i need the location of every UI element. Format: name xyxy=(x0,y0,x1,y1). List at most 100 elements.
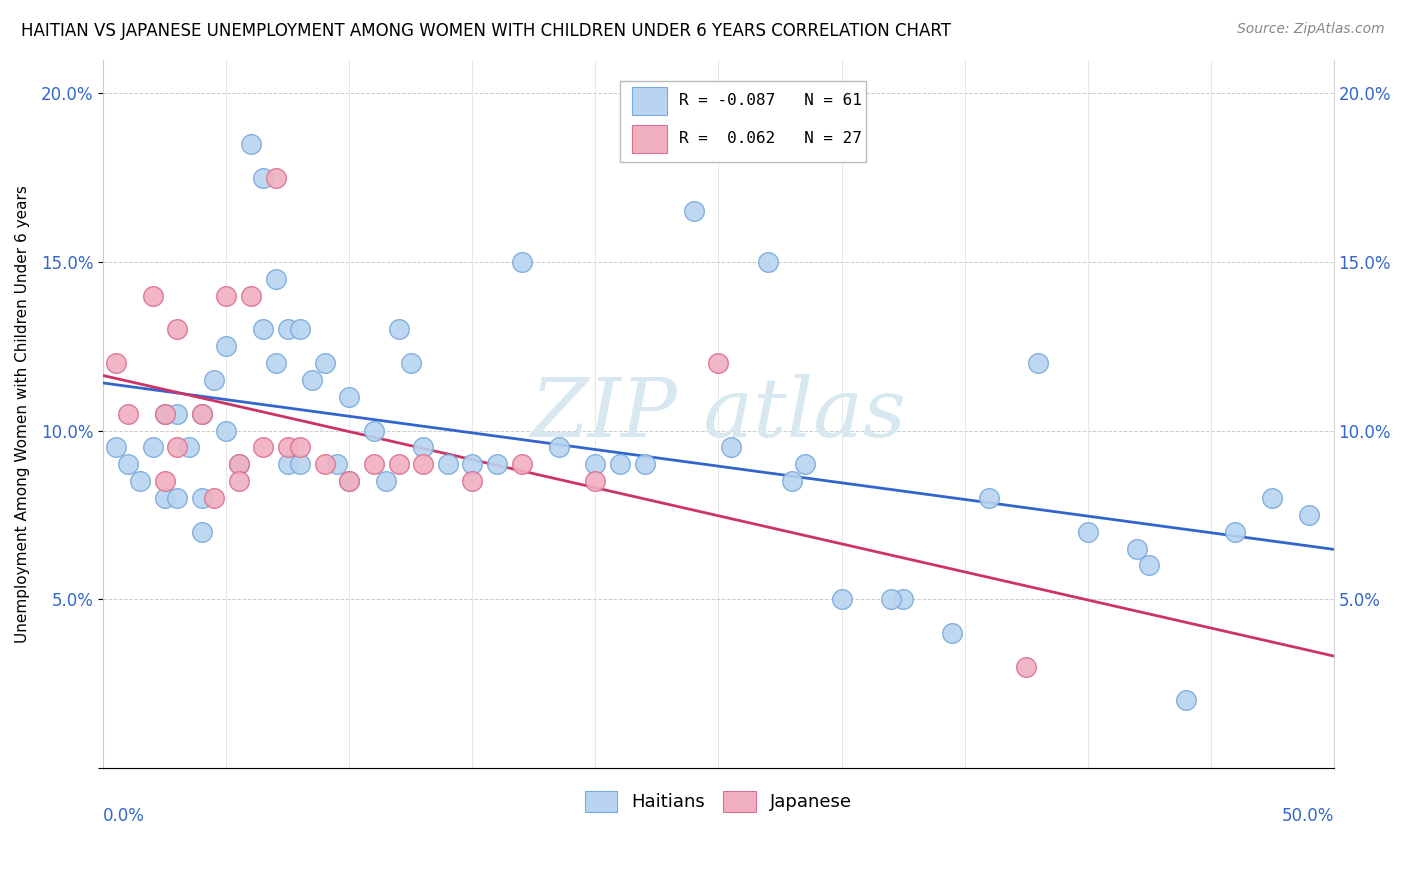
Point xyxy=(252,170,274,185)
Point xyxy=(510,457,533,471)
Point xyxy=(831,592,853,607)
Point xyxy=(363,457,385,471)
Point xyxy=(104,356,127,370)
Point xyxy=(215,288,238,302)
Point xyxy=(339,390,361,404)
Point xyxy=(375,474,398,488)
Point xyxy=(720,441,742,455)
Point xyxy=(166,407,188,421)
Point xyxy=(461,474,484,488)
Point xyxy=(264,272,287,286)
Point xyxy=(277,457,299,471)
Point xyxy=(190,407,212,421)
Point xyxy=(141,288,163,302)
Point xyxy=(166,441,188,455)
Point xyxy=(264,356,287,370)
Point xyxy=(1015,659,1038,673)
Point xyxy=(179,441,201,455)
Point xyxy=(461,457,484,471)
Point xyxy=(399,356,422,370)
Point xyxy=(339,474,361,488)
Point xyxy=(228,457,250,471)
Point xyxy=(290,322,312,336)
Point xyxy=(707,356,730,370)
Point xyxy=(979,491,1001,505)
Point xyxy=(202,491,225,505)
Point xyxy=(437,457,460,471)
Point xyxy=(215,424,238,438)
Point xyxy=(129,474,152,488)
Point xyxy=(215,339,238,353)
Point xyxy=(1175,693,1198,707)
Point xyxy=(277,441,299,455)
Point xyxy=(634,457,657,471)
Point xyxy=(314,457,336,471)
Point xyxy=(190,407,212,421)
Point xyxy=(314,356,336,370)
Point xyxy=(683,204,706,219)
Point xyxy=(153,407,176,421)
Point xyxy=(153,491,176,505)
Point xyxy=(1028,356,1050,370)
Point xyxy=(202,373,225,387)
Point xyxy=(609,457,631,471)
Point xyxy=(153,407,176,421)
FancyBboxPatch shape xyxy=(620,81,866,162)
Point xyxy=(793,457,815,471)
Point xyxy=(228,457,250,471)
Point xyxy=(388,457,411,471)
Text: HAITIAN VS JAPANESE UNEMPLOYMENT AMONG WOMEN WITH CHILDREN UNDER 6 YEARS CORRELA: HAITIAN VS JAPANESE UNEMPLOYMENT AMONG W… xyxy=(21,22,950,40)
Point xyxy=(585,457,607,471)
FancyBboxPatch shape xyxy=(633,125,666,153)
Point xyxy=(941,625,963,640)
Point xyxy=(547,441,569,455)
Point xyxy=(756,255,779,269)
Point xyxy=(412,457,434,471)
Point xyxy=(104,441,127,455)
Point xyxy=(388,322,411,336)
Point xyxy=(1137,558,1160,573)
Point xyxy=(166,322,188,336)
Point xyxy=(412,441,434,455)
Y-axis label: Unemployment Among Women with Children Under 6 years: Unemployment Among Women with Children U… xyxy=(15,185,30,642)
Point xyxy=(117,407,139,421)
Point xyxy=(277,322,299,336)
Point xyxy=(166,491,188,505)
Point xyxy=(782,474,804,488)
Point xyxy=(880,592,903,607)
Point xyxy=(363,424,385,438)
Point xyxy=(1261,491,1284,505)
Legend: Haitians, Japanese: Haitians, Japanese xyxy=(578,783,859,819)
Point xyxy=(1298,508,1320,522)
Point xyxy=(239,288,262,302)
Text: 50.0%: 50.0% xyxy=(1281,806,1334,824)
FancyBboxPatch shape xyxy=(633,87,666,115)
Point xyxy=(228,474,250,488)
Text: ZIP atlas: ZIP atlas xyxy=(530,374,907,454)
Point xyxy=(190,524,212,539)
Point xyxy=(153,474,176,488)
Point xyxy=(252,322,274,336)
Point xyxy=(190,491,212,505)
Text: R = -0.087   N = 61: R = -0.087 N = 61 xyxy=(679,93,862,108)
Point xyxy=(301,373,323,387)
Point xyxy=(1126,541,1149,556)
Point xyxy=(510,255,533,269)
Point xyxy=(141,441,163,455)
Text: Source: ZipAtlas.com: Source: ZipAtlas.com xyxy=(1237,22,1385,37)
Point xyxy=(486,457,509,471)
Point xyxy=(326,457,349,471)
Text: 0.0%: 0.0% xyxy=(103,806,145,824)
Point xyxy=(252,441,274,455)
Point xyxy=(290,457,312,471)
Point xyxy=(891,592,914,607)
Point xyxy=(1225,524,1247,539)
Point xyxy=(290,441,312,455)
Point xyxy=(1077,524,1099,539)
Point xyxy=(117,457,139,471)
Point xyxy=(264,170,287,185)
Text: R =  0.062   N = 27: R = 0.062 N = 27 xyxy=(679,131,862,146)
Point xyxy=(585,474,607,488)
Point xyxy=(339,474,361,488)
Point xyxy=(239,136,262,151)
